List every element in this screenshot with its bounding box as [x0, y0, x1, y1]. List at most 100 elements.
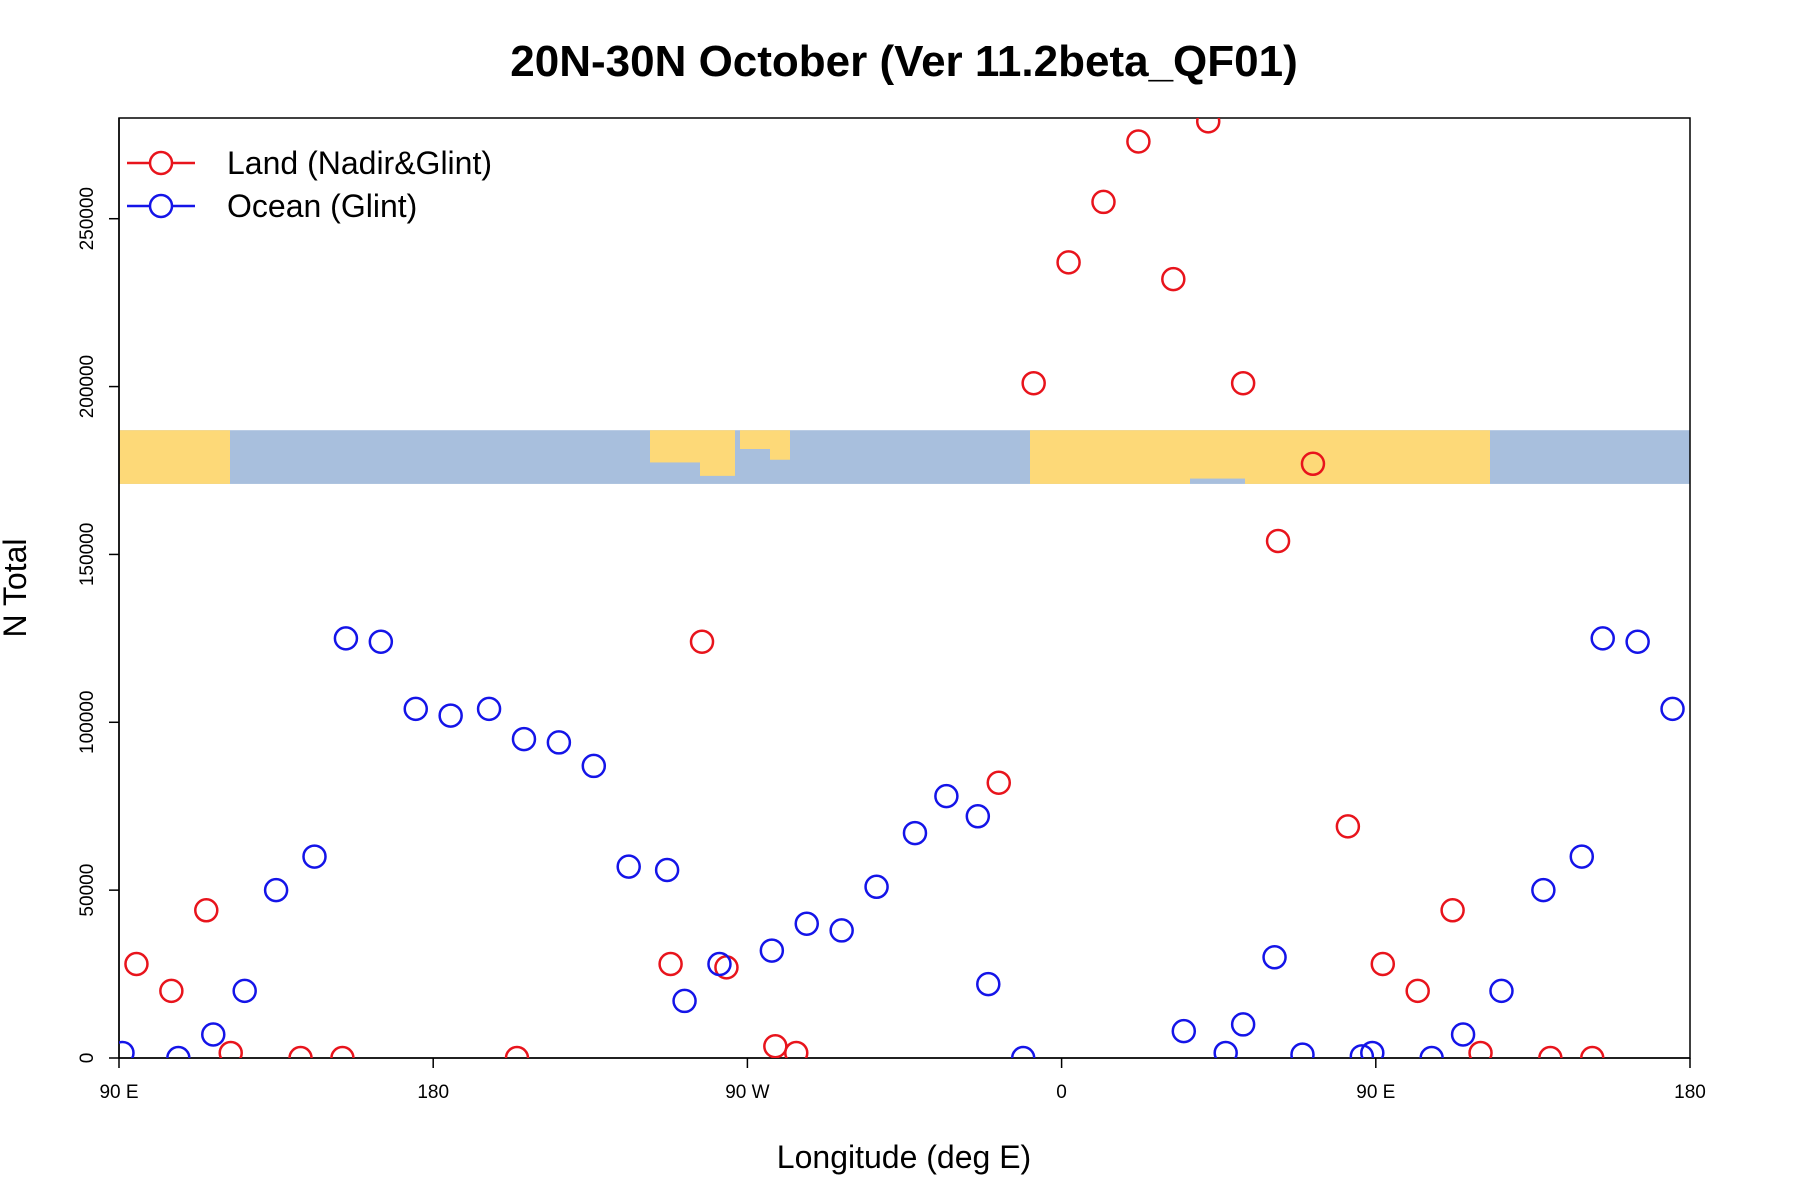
- ocean-point: [976, 971, 1001, 997]
- legend-label-ocean: Ocean (Glint): [227, 188, 417, 224]
- ocean-point: [672, 988, 697, 1014]
- ocean-point: [1625, 629, 1650, 654]
- land-point: [1195, 118, 1221, 134]
- ocean-point: [333, 626, 359, 651]
- ocean-point: [934, 783, 959, 809]
- ocean-point: [546, 730, 572, 755]
- ocean-point: [368, 629, 394, 654]
- ocean-point: [1489, 978, 1514, 1004]
- ocean-point: [707, 951, 732, 977]
- land-point: [1335, 814, 1361, 839]
- ocean-point: [654, 857, 680, 883]
- x-axis-label: Longitude (deg E): [777, 1139, 1031, 1175]
- land-point: [689, 629, 715, 654]
- ocean-point: [1590, 626, 1615, 651]
- ocean-point: [1360, 1040, 1385, 1058]
- data-points: [119, 118, 1685, 1058]
- land-point: [1538, 1045, 1563, 1058]
- land-point: [1300, 451, 1326, 477]
- ocean-point: [759, 938, 785, 963]
- ocean-point: [438, 703, 463, 728]
- x-axis: 90 E 180 90 W 0 90 E 180: [99, 1057, 1706, 1103]
- land-point: [1091, 189, 1116, 215]
- x-tick-label: 0: [1056, 1082, 1067, 1103]
- land-point: [1056, 250, 1081, 275]
- ocean-point: [476, 696, 502, 722]
- x-tick-label: 90 E: [99, 1082, 138, 1103]
- ocean-point: [965, 804, 991, 829]
- land-point: [159, 978, 184, 1004]
- ocean-point: [1230, 1012, 1256, 1037]
- map-land-mass: [1190, 430, 1245, 479]
- ocean-point: [511, 726, 537, 752]
- ocean-point: [1213, 1040, 1238, 1058]
- legend-label-land: Land (Nadir&Glint): [227, 145, 492, 181]
- ocean-point: [1569, 844, 1595, 869]
- land-point: [194, 898, 219, 923]
- y-tick-label: 150000: [77, 523, 98, 586]
- map-land-mass: [1245, 430, 1490, 484]
- x-tick-label: 90 E: [1356, 1082, 1395, 1103]
- ocean-point: [1450, 1022, 1476, 1047]
- ocean-point: [263, 877, 289, 903]
- land-point: [1230, 370, 1256, 396]
- land-point: [504, 1045, 530, 1058]
- land-point: [124, 951, 149, 977]
- map-land-mass: [770, 430, 790, 460]
- land-point: [1265, 528, 1291, 554]
- legend: Land (Nadir&Glint) Ocean (Glint): [127, 145, 492, 224]
- y-tick-label: 50000: [77, 864, 98, 917]
- x-tick-label: 90 W: [725, 1082, 769, 1103]
- land-point: [784, 1040, 809, 1058]
- ocean-point: [166, 1045, 191, 1058]
- ocean-point: [829, 918, 854, 943]
- legend-marker-land: [148, 150, 174, 176]
- y-tick-label: 250000: [77, 187, 98, 250]
- y-tick-label: 200000: [77, 355, 98, 418]
- ocean-point: [581, 753, 607, 779]
- ocean-point: [1290, 1042, 1315, 1058]
- land-point: [986, 770, 1012, 795]
- land-point: [1440, 898, 1465, 923]
- map-land-mass: [1030, 430, 1190, 484]
- land-point: [1126, 129, 1151, 154]
- ocean-point: [1660, 696, 1685, 722]
- world-map-strip: [119, 430, 1690, 484]
- ocean-point: [902, 820, 928, 846]
- map-land-mass: [740, 430, 770, 450]
- land-point: [763, 1034, 788, 1058]
- y-tick-label: 0: [77, 1053, 98, 1064]
- map-land-mass: [650, 430, 700, 463]
- ocean-point: [794, 911, 819, 936]
- chart-title: 20N-30N October (Ver 11.2beta_QF01): [510, 37, 1297, 86]
- ocean-point: [1262, 945, 1287, 970]
- y-axis-label: N Total: [0, 538, 33, 637]
- ocean-point: [119, 1040, 135, 1058]
- land-point: [288, 1045, 313, 1058]
- land-point: [1405, 978, 1430, 1004]
- ocean-point: [1171, 1018, 1197, 1044]
- ocean-point: [1349, 1044, 1375, 1058]
- ocean-point: [232, 978, 257, 1004]
- x-tick-label: 180: [1674, 1082, 1706, 1103]
- land-point: [1161, 266, 1186, 292]
- ocean-point: [1010, 1045, 1036, 1058]
- ocean-point: [201, 1022, 226, 1047]
- ocean-point: [403, 696, 428, 722]
- map-land-mass: [119, 430, 230, 484]
- land-point: [330, 1045, 355, 1058]
- land-point: [1580, 1045, 1605, 1058]
- y-axis: 0 50000 100000 150000 200000 250000: [77, 118, 120, 1064]
- map-land-mass: [700, 430, 735, 476]
- land-point: [1468, 1040, 1493, 1058]
- x-tick-label: 180: [417, 1082, 449, 1103]
- land-point: [1021, 370, 1046, 396]
- y-tick-label: 100000: [77, 691, 98, 754]
- land-point: [1370, 951, 1396, 977]
- ocean-point: [616, 854, 641, 879]
- legend-marker-ocean: [148, 193, 174, 219]
- plot-frame: [118, 117, 1691, 1059]
- map-land: [119, 430, 1490, 484]
